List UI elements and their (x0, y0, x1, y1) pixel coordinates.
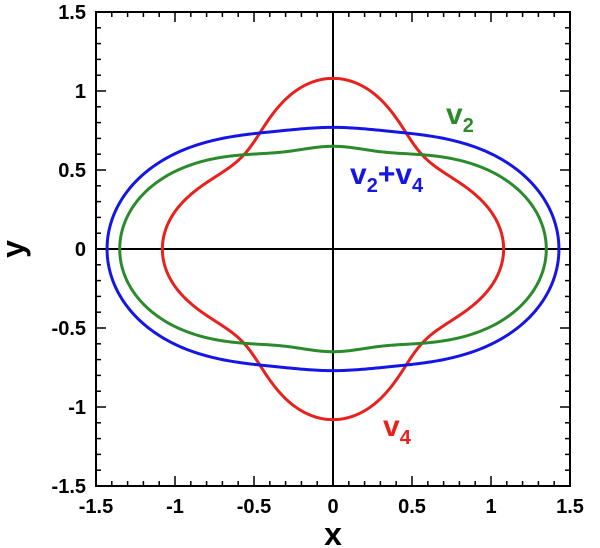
series-label-v2-plus-v4: v2+v4 (350, 158, 424, 197)
y-tick-label: -1 (68, 397, 86, 419)
y-tick-label: 0 (75, 239, 86, 261)
series-curve-v4 (160, 76, 506, 422)
curves (105, 76, 561, 422)
x-tick-label: 1 (485, 496, 496, 518)
x-tick-label: 1.5 (556, 496, 584, 518)
series-label-v2: v2 (446, 98, 474, 137)
zero-lines (96, 12, 570, 486)
x-tick-label: 0 (327, 496, 338, 518)
x-tick-label: -1 (166, 496, 184, 518)
x-tick-label: -1.5 (79, 496, 113, 518)
x-tick-label: 0.5 (398, 496, 426, 518)
series-label-v4: v4 (383, 410, 412, 449)
y-tick-label: 1 (75, 81, 86, 103)
series-curve-v2-plus-v4 (105, 125, 561, 373)
y-tick-label: -0.5 (52, 318, 86, 340)
x-tick-label: -0.5 (237, 496, 271, 518)
y-tick-label: 1.5 (58, 2, 86, 24)
y-tick-label: -1.5 (52, 476, 86, 498)
y-tick-label: 0.5 (58, 160, 86, 182)
tick-labels: -1.5 -1 -0.5 0 0.5 1 1.5 -1.5 -1 -0.5 0 0.5 1 1.5 (52, 2, 584, 518)
y-axis-title: y (0, 240, 31, 258)
x-axis-title: x (324, 516, 342, 548)
series-curve-v2 (118, 144, 548, 354)
